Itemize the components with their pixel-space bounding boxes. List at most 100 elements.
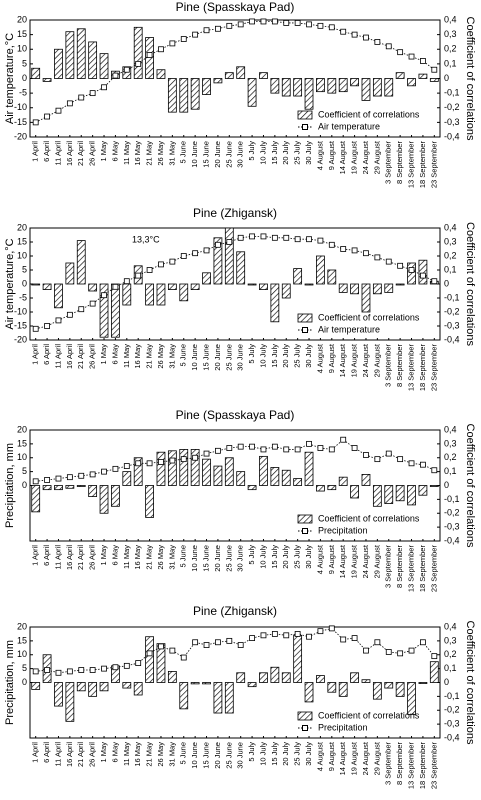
bar bbox=[213, 237, 223, 285]
y-tick-label: 15 bbox=[17, 635, 27, 645]
x-tick-label: 15 July bbox=[270, 545, 279, 569]
x-tick-label: 15 July bbox=[270, 141, 279, 165]
x-tick-label: 18 September bbox=[418, 742, 427, 790]
x-tick-label: 10 July bbox=[258, 141, 267, 165]
point bbox=[55, 107, 62, 114]
x-tick-label: 11 April bbox=[53, 742, 62, 767]
x-tick-label: 6 May bbox=[110, 141, 119, 162]
point bbox=[431, 278, 438, 285]
point bbox=[66, 100, 73, 107]
x-tick-label: 18 September bbox=[418, 344, 427, 392]
point bbox=[283, 632, 290, 639]
point bbox=[169, 258, 176, 265]
y2-tick-label: 0,2 bbox=[444, 250, 457, 260]
bar bbox=[133, 457, 143, 486]
point bbox=[249, 233, 255, 240]
point bbox=[215, 241, 221, 248]
bar bbox=[167, 450, 177, 486]
x-tick-label: 1 April bbox=[31, 344, 40, 365]
x-tick-label: 25 June bbox=[224, 545, 233, 572]
x-tick-label: 4 August bbox=[315, 140, 324, 170]
x-tick-label: 1 April bbox=[31, 742, 40, 763]
bar bbox=[145, 485, 154, 518]
point bbox=[271, 443, 278, 450]
legend-swatch bbox=[297, 711, 313, 721]
point bbox=[340, 436, 347, 443]
legend-label: Coefficient of correlations bbox=[318, 109, 420, 119]
bar bbox=[54, 682, 63, 707]
bar bbox=[338, 682, 348, 697]
x-tick-label: 3 September bbox=[384, 545, 393, 588]
point bbox=[32, 478, 39, 485]
point bbox=[408, 267, 415, 273]
x-tick-label: 10 July bbox=[258, 344, 267, 368]
point bbox=[294, 20, 301, 26]
x-tick-label: 5 June bbox=[179, 742, 188, 765]
x-tick-label: 21 April bbox=[76, 742, 85, 767]
bar bbox=[122, 471, 132, 486]
x-tick-label: 16 April bbox=[65, 344, 74, 369]
bar bbox=[361, 679, 371, 683]
bar bbox=[88, 682, 98, 697]
y-axis-label: Precipitation, mm bbox=[4, 443, 16, 528]
point bbox=[420, 58, 426, 64]
x-tick-label: 20 June bbox=[213, 742, 222, 769]
bar bbox=[156, 451, 166, 486]
point bbox=[363, 34, 369, 41]
x-tick-label: 25 June bbox=[224, 742, 233, 769]
bar bbox=[202, 78, 211, 95]
point bbox=[328, 241, 335, 248]
bar bbox=[372, 485, 382, 507]
point bbox=[44, 113, 50, 120]
bar bbox=[361, 283, 371, 313]
x-tick-label: 21 April bbox=[76, 344, 85, 369]
bar bbox=[293, 268, 303, 285]
y-tick-label: 20 bbox=[17, 424, 27, 434]
point bbox=[66, 311, 73, 318]
point bbox=[32, 325, 39, 332]
bar bbox=[202, 682, 211, 685]
x-tick-label: 23 September bbox=[429, 344, 438, 392]
x-tick-label: 11 April bbox=[53, 141, 62, 166]
bar bbox=[190, 283, 200, 290]
point bbox=[112, 72, 119, 79]
bar bbox=[327, 269, 337, 285]
bar bbox=[190, 449, 200, 486]
bar bbox=[259, 455, 268, 486]
point bbox=[397, 49, 404, 56]
point bbox=[215, 639, 221, 646]
point bbox=[169, 647, 176, 654]
point bbox=[317, 628, 324, 635]
y2-tick-label: -0,2 bbox=[444, 705, 460, 715]
bar bbox=[54, 283, 63, 309]
x-tick-label: 31 May bbox=[167, 742, 176, 767]
x-tick-label: 1 April bbox=[31, 141, 40, 162]
x-tick-label: 3 September bbox=[384, 344, 393, 387]
bar bbox=[270, 78, 280, 94]
point bbox=[135, 60, 142, 67]
y2-tick-label: -0,3 bbox=[444, 320, 460, 330]
point bbox=[226, 239, 233, 245]
bar bbox=[133, 26, 143, 79]
x-tick-label: 1 May bbox=[99, 742, 108, 763]
bar bbox=[316, 675, 325, 683]
bar bbox=[281, 469, 291, 486]
y-tick-label: 0 bbox=[22, 278, 27, 288]
y2-tick-label: 0,3 bbox=[444, 635, 457, 645]
bar bbox=[407, 262, 416, 285]
point bbox=[283, 446, 290, 453]
x-tick-label: 15 June bbox=[202, 141, 211, 168]
point bbox=[328, 24, 335, 31]
x-tick-label: 15 July bbox=[270, 742, 279, 766]
y-tick-label: 5 bbox=[22, 466, 27, 476]
bar bbox=[304, 78, 314, 110]
bar bbox=[99, 53, 109, 79]
point bbox=[215, 447, 221, 454]
point bbox=[294, 236, 301, 243]
point bbox=[397, 650, 404, 657]
bar bbox=[167, 78, 177, 113]
y2-tick-label: 0,1 bbox=[444, 466, 457, 476]
bar bbox=[42, 485, 52, 491]
bar bbox=[122, 682, 132, 689]
point bbox=[135, 660, 142, 666]
